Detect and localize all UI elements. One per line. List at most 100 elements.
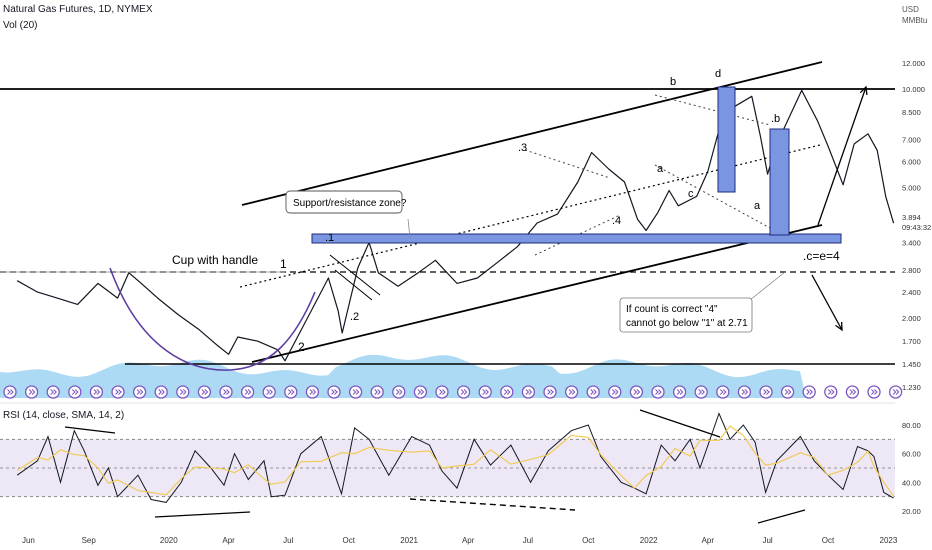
- time-tick-label: 2021: [400, 536, 418, 545]
- arrow-up-icon: [817, 85, 868, 226]
- price-tick-label: 2.400: [902, 288, 921, 297]
- wave-label-d: d: [715, 68, 721, 80]
- price-tick-label: 5.000: [902, 184, 921, 193]
- callout-pointer: [407, 218, 411, 239]
- event-marker-icon: [564, 385, 579, 399]
- price-tick-label: 1.700: [902, 337, 921, 346]
- event-marker-icon: [197, 385, 212, 399]
- time-tick-label: Jul: [762, 536, 772, 545]
- event-marker-icon: [543, 385, 557, 399]
- rsi-tick-label: 60.00: [902, 450, 921, 459]
- countdown-label: 09:43:32: [902, 223, 931, 232]
- rsi-div-low-left: [154, 511, 251, 518]
- rsi-tick-label: 40.00: [902, 478, 921, 487]
- event-marker-icon: [888, 385, 903, 399]
- rsi-tick-label: 20.00: [902, 507, 921, 516]
- wave-label-a2: a: [754, 200, 761, 212]
- wave-label-b: b: [670, 76, 676, 88]
- price-tick-label: 8.500: [902, 108, 921, 117]
- symbol-title: Natural Gas Futures, 1D, NYMEX: [3, 4, 153, 15]
- event-marker-icon: [327, 385, 341, 399]
- time-tick-label: Oct: [582, 536, 595, 545]
- rsi-sma-line: [16, 425, 895, 497]
- event-marker-icon: [629, 385, 644, 399]
- wedge-bottom-dotted: [654, 164, 771, 229]
- event-marker-icon: [435, 385, 449, 399]
- upper-channel-line: [241, 61, 823, 206]
- time-tick-label: Jul: [523, 536, 533, 545]
- event-marker-icon: [608, 385, 622, 399]
- event-marker-icon: [154, 385, 168, 399]
- rsi-indicator-label: RSI (14, close, SMA, 14, 2): [3, 410, 125, 421]
- wave-label-c: c: [688, 188, 694, 200]
- arrow-down-icon: [811, 274, 843, 332]
- time-tick-label: Apr: [462, 536, 475, 545]
- wave-label-dot3: .3: [518, 142, 527, 154]
- time-tick-label: Apr: [222, 536, 235, 545]
- event-marker-icon: [24, 385, 39, 399]
- handle-line-b: [334, 269, 373, 301]
- event-marker-icon: [370, 385, 384, 399]
- volume-indicator-label: Vol (20): [3, 20, 38, 31]
- event-marker-icon: [111, 385, 125, 399]
- drawing-layer: [0, 61, 895, 524]
- time-tick-label: Apr: [702, 536, 715, 545]
- rsi-div-high-left: [64, 426, 116, 434]
- rsi-div-dashed: [409, 498, 576, 511]
- support-resistance-zone: [311, 233, 842, 244]
- wave-label-dot1: .1: [325, 232, 334, 244]
- event-marker-icon: [262, 385, 276, 399]
- highlight-box-b: [769, 128, 790, 236]
- support-callout: Support/resistance zone?: [285, 190, 407, 214]
- rsi-layer: [0, 402, 895, 503]
- event-marker-icon: [867, 385, 881, 399]
- price-tick-label: 2.000: [902, 314, 921, 323]
- time-tick-label: Oct: [342, 536, 355, 545]
- note-line-1: If count is correct "4": [626, 304, 718, 315]
- event-marker-icon: [737, 385, 752, 399]
- unit-label: MMBtu: [902, 16, 928, 25]
- event-marker-icon: [780, 385, 795, 399]
- time-tick-label: 2023: [880, 536, 898, 545]
- rsi-line: [16, 412, 894, 503]
- event-marker-icon: [176, 385, 190, 399]
- rsi-div-high-right: [639, 409, 721, 438]
- price-tick-label: 12.000: [902, 59, 925, 68]
- event-marker-icon: [672, 385, 687, 399]
- event-marker-icon: [392, 385, 406, 399]
- event-marker-icon: [3, 385, 17, 399]
- annotation-layer: Cup with handle 1 2 .1 .2 .3 .4 a b c d a .b .c=e=4 Su…: [172, 68, 840, 354]
- event-marker-icon: [521, 385, 536, 399]
- handle-line-a: [329, 254, 381, 296]
- wave-label-dotb: .b: [771, 113, 780, 125]
- time-tick-label: 2020: [160, 536, 178, 545]
- event-marker-icon: [694, 385, 708, 399]
- price-tick-label: 6.000: [902, 158, 921, 167]
- time-tick-label: Jul: [283, 536, 293, 545]
- price-tick-label: 10.000: [902, 85, 925, 94]
- event-marker-icon: [46, 385, 60, 399]
- lower-channel-line: [251, 224, 823, 363]
- price-tick-label: 2.800: [902, 266, 921, 275]
- note-line-2: cannot go below "1" at 2.71: [626, 318, 748, 329]
- volume-layer: [0, 354, 903, 399]
- price-tick-label: 1.450: [902, 360, 921, 369]
- wave-label-1: 1: [280, 257, 287, 271]
- wave-label-dot4: .4: [612, 215, 621, 227]
- support-callout-text: Support/resistance zone?: [293, 198, 407, 209]
- note-pointer: [749, 271, 786, 301]
- currency-label: USD: [902, 5, 919, 14]
- time-tick-label: Jun: [22, 536, 35, 545]
- event-marker-icon: [68, 385, 82, 399]
- event-marker-icon: [716, 385, 730, 399]
- event-marker-icon: [284, 385, 298, 399]
- price-tick-label: 1.230: [902, 383, 921, 392]
- wave-label-dot2: .2: [350, 311, 359, 323]
- highlight-box-d: [717, 86, 736, 193]
- event-marker-icon: [651, 385, 665, 399]
- event-marker-icon: [240, 385, 255, 399]
- wave-label-2: 2: [298, 340, 305, 354]
- event-marker-icon: [759, 385, 773, 399]
